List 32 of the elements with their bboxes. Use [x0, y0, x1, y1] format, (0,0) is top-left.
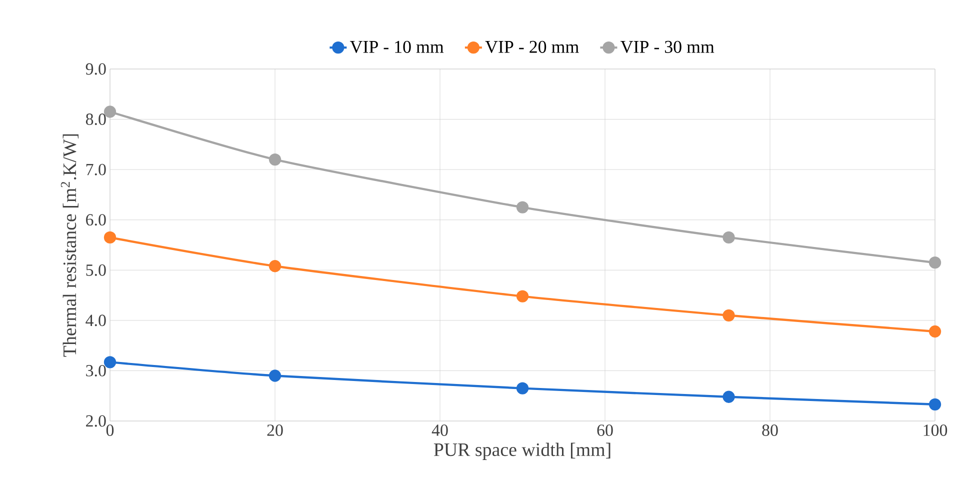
point: [928, 325, 942, 338]
point: [722, 390, 735, 403]
point: [268, 260, 282, 272]
y-tick-label: 7.0: [86, 164, 106, 176]
y-axis-title: Thermal resistance [m$^{2}$.K/W]: [60, 134, 78, 357]
x-tick-label: 80: [762, 424, 778, 436]
point: [516, 201, 529, 214]
x-tick-label: 20: [267, 424, 283, 436]
point: [268, 370, 282, 382]
y-tick-label: 5.0: [86, 264, 106, 276]
point: [722, 231, 735, 244]
y-tick-label: 3.0: [86, 364, 106, 376]
point: [928, 398, 942, 410]
y-tick-label: 4.0: [86, 314, 106, 326]
x-tick-label: 0: [106, 424, 114, 436]
point: [268, 153, 282, 166]
point: [104, 231, 116, 244]
legend-label: VIP - 20 mm: [485, 40, 579, 54]
x-axis-title: PUR space width [mm]: [434, 442, 610, 460]
x-tick-label: 40: [432, 424, 448, 436]
y-tick-label: 8.0: [86, 114, 106, 126]
y-tick-label: 2.0: [86, 415, 106, 427]
point: [928, 256, 942, 269]
y-tick-label: 6.0: [86, 214, 106, 226]
x-tick-label: 100: [924, 424, 948, 436]
legend-label: VIP - 10 mm: [350, 40, 444, 54]
x-tick-label: 60: [597, 424, 613, 436]
point: [516, 382, 529, 394]
y-tick-label: 9.0: [86, 63, 106, 75]
legend-label: VIP - 30 mm: [620, 40, 714, 54]
point: [722, 309, 735, 322]
point: [516, 290, 529, 302]
